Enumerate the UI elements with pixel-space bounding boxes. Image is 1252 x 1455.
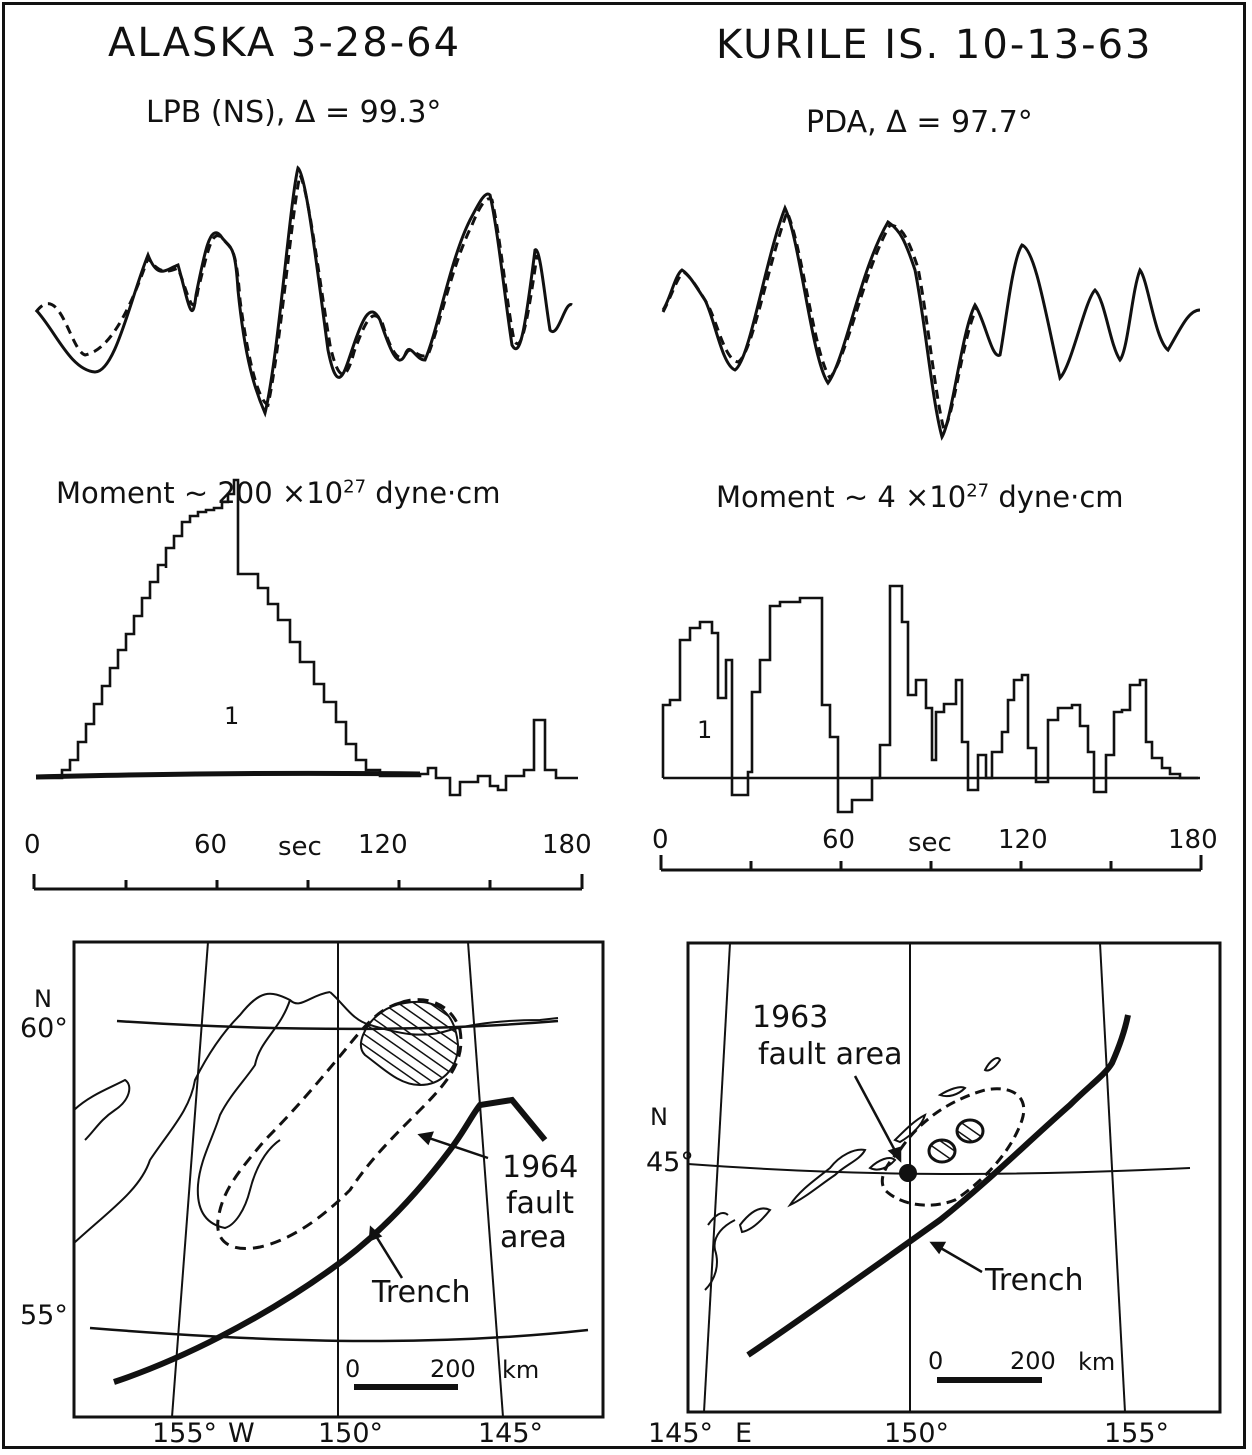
lon-line-145 <box>467 941 504 1418</box>
alaska-scale-unit: km <box>502 1356 540 1384</box>
lat-line-55 <box>89 1326 589 1343</box>
alaska-map <box>72 940 605 1419</box>
kurile-source-time-function <box>661 584 1200 814</box>
alaska-station: LPB (NS), Δ = 99.3° <box>146 95 442 130</box>
kurile-asperity-1 <box>927 1138 957 1164</box>
kurile-lon-155: 155° <box>1104 1418 1170 1449</box>
kurile-seismogram <box>661 204 1201 441</box>
alaska-fault-arrow <box>419 1133 489 1160</box>
alaska-fault-label-3: area <box>500 1220 567 1255</box>
kurile-tick-0: 0 <box>652 825 669 855</box>
alaska-tick-180: 180 <box>542 830 592 860</box>
alaska-step-trace <box>36 478 578 797</box>
alaska-trench-label: Trench <box>372 1275 471 1310</box>
kurile-step-label: 1 <box>697 716 713 744</box>
kurile-east-label: E <box>735 1418 753 1449</box>
alaska-moment-prefix: Moment ~ 200 ×10 <box>56 476 344 510</box>
kurile-tick-120: 120 <box>998 825 1048 855</box>
alaska-tick-60: 60 <box>194 830 228 860</box>
kurile-title: KURILE IS. 10-13-63 <box>716 22 1153 68</box>
kurile-scale-200: 200 <box>1010 1347 1056 1375</box>
alaska-hatched-zone <box>360 1001 460 1087</box>
alaska-source-time-function <box>35 478 578 797</box>
alaska-north-label: N <box>34 985 52 1013</box>
alaska-axis-unit: sec <box>278 832 322 862</box>
alaska-moment: Moment ~ 200 ×1027 dyne·cm <box>56 476 500 510</box>
alaska-scale-0: 0 <box>345 1355 361 1383</box>
kurile-time-axis <box>659 855 1203 872</box>
kurile-moment-unit: dyne·cm <box>989 480 1124 514</box>
kurile-epicenter <box>899 1164 917 1182</box>
lat-line-45 <box>687 1163 1191 1175</box>
alaska-moment-unit: dyne·cm <box>366 476 501 510</box>
alaska-lat-55: 55° <box>20 1300 68 1331</box>
alaska-lon-145: 145° <box>478 1418 544 1449</box>
kurile-lon-150: 150° <box>884 1418 950 1449</box>
alaska-seismogram <box>34 165 573 418</box>
alaska-time-axis <box>32 874 584 891</box>
kurile-trench-line <box>746 1014 1131 1358</box>
kurile-synthetic-trace <box>661 208 979 434</box>
alaska-scale-200: 200 <box>430 1355 476 1383</box>
kurile-fault-area-outline <box>880 1087 1026 1207</box>
lon-line-155 <box>171 941 209 1418</box>
kurile-fault-label-1: 1963 <box>752 1000 829 1035</box>
alaska-fault-area-outline <box>216 998 463 1250</box>
lon-line-145e <box>703 942 731 1413</box>
kurile-map <box>686 941 1222 1414</box>
kurile-asperity-2 <box>955 1118 985 1144</box>
kurile-moment-exponent: 27 <box>966 480 990 502</box>
alaska-lon-155: 155° <box>152 1418 218 1449</box>
kurile-observed-trace <box>661 204 1201 441</box>
alaska-lon-150: 150° <box>318 1418 384 1449</box>
alaska-fault-label-1: 1964 <box>502 1150 579 1185</box>
alaska-tick-120: 120 <box>358 830 408 860</box>
alaska-observed-trace <box>34 165 573 418</box>
kurile-scale-unit: km <box>1078 1348 1116 1376</box>
alaska-west-label: W <box>228 1418 255 1449</box>
kurile-tick-60: 60 <box>822 825 856 855</box>
alaska-step-label: 1 <box>224 702 240 730</box>
kurile-trench-label: Trench <box>985 1263 1084 1298</box>
alaska-lat-60: 60° <box>20 1013 68 1044</box>
alaska-fault-label-2: fault <box>506 1186 575 1221</box>
alaska-tick-0: 0 <box>24 830 41 860</box>
alaska-title: ALASKA 3-28-64 <box>108 20 462 66</box>
kurile-lat-45: 45° <box>646 1147 694 1178</box>
kurile-step-trace <box>661 584 1198 814</box>
alaska-baseline <box>35 770 421 780</box>
lon-line-155e <box>1099 942 1126 1413</box>
alaska-moment-exponent: 27 <box>343 476 367 498</box>
alaska-synthetic-trace <box>34 170 539 408</box>
kurile-scale-0: 0 <box>928 1347 944 1375</box>
kurile-fault-label-2: fault area <box>758 1037 903 1072</box>
kurile-north-label: N <box>650 1103 668 1131</box>
kurile-axis-unit: sec <box>908 828 952 858</box>
kurile-fault-arrow <box>853 1075 902 1161</box>
kurile-tick-180: 180 <box>1168 825 1218 855</box>
kurile-moment: Moment ~ 4 ×1027 dyne·cm <box>716 480 1124 514</box>
kurile-moment-prefix: Moment ~ 4 ×10 <box>716 480 967 514</box>
alaska-coastline <box>73 991 559 1244</box>
kurile-map-frame <box>686 941 1222 1414</box>
kurile-islands <box>704 1057 1002 1291</box>
kurile-lon-145: 145° <box>648 1418 714 1449</box>
kurile-station: PDA, Δ = 97.7° <box>806 105 1033 140</box>
